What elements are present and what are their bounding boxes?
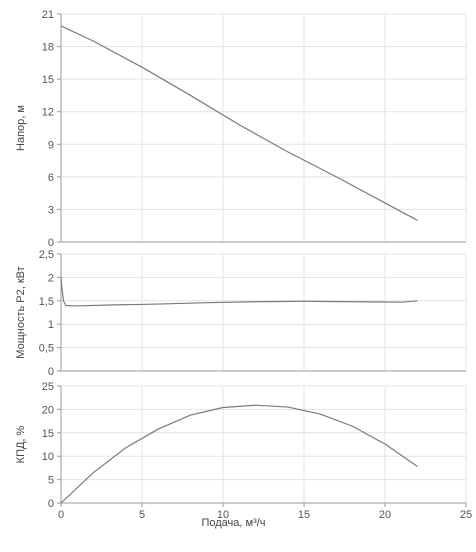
x-tick-label: 20 (379, 509, 391, 521)
y-tick-label: 2,5 (39, 249, 54, 261)
y-tick-label: 21 (42, 9, 54, 21)
y-tick-label: 1,5 (39, 296, 54, 308)
y-tick-label: 10 (42, 451, 54, 463)
y-axis-label: Напор, м (15, 105, 27, 151)
y-tick-label: 5 (48, 475, 54, 487)
y-tick-label: 25 (42, 381, 54, 393)
series-line-1-1 (60, 25, 418, 221)
chart-panel-3: 0 5 10 15 20 25 0 5 10 15 20 25 КПД, % Подача, м³/ч (15, 381, 472, 529)
y-tick-label: 2 (48, 272, 54, 284)
y-tick-label: 3 (48, 204, 54, 216)
x-tick-label: 25 (460, 509, 472, 521)
y-tick-label: 15 (42, 428, 54, 440)
series-line-3-1 (60, 404, 418, 504)
x-tick-label: 5 (139, 509, 145, 521)
y-tick-label: 0 (48, 498, 54, 510)
series-line-2-1 (60, 277, 418, 307)
y-tick-label: 0 (48, 366, 54, 378)
y-tick-label: 18 (42, 42, 54, 54)
y-tick-label: 1 (48, 319, 54, 331)
y-tick-label: 20 (42, 404, 54, 416)
x-tick-label: 0 (58, 509, 64, 521)
x-tick-label: 10 (217, 509, 229, 521)
y-axis-label: КПД, % (15, 425, 27, 463)
x-axis-label: Подача, м³/ч (201, 517, 265, 529)
y-axis-label: Мощность P2, кВт (15, 266, 27, 358)
y-tick-label: 15 (42, 74, 54, 86)
y-tick-label: 0 (48, 237, 54, 249)
y-tick-label: 0,5 (39, 343, 54, 355)
chart-panel-1: 0 3 6 9 12 15 18 21 Напор, м (15, 9, 467, 249)
chart-panel-2: 0 0,5 1 1,5 2 2,5 Мощность P2, кВт (15, 249, 467, 378)
y-tick-label: 6 (48, 172, 54, 184)
x-tick-label: 15 (298, 509, 310, 521)
y-tick-label: 12 (42, 107, 54, 119)
y-tick-label: 9 (48, 139, 54, 151)
